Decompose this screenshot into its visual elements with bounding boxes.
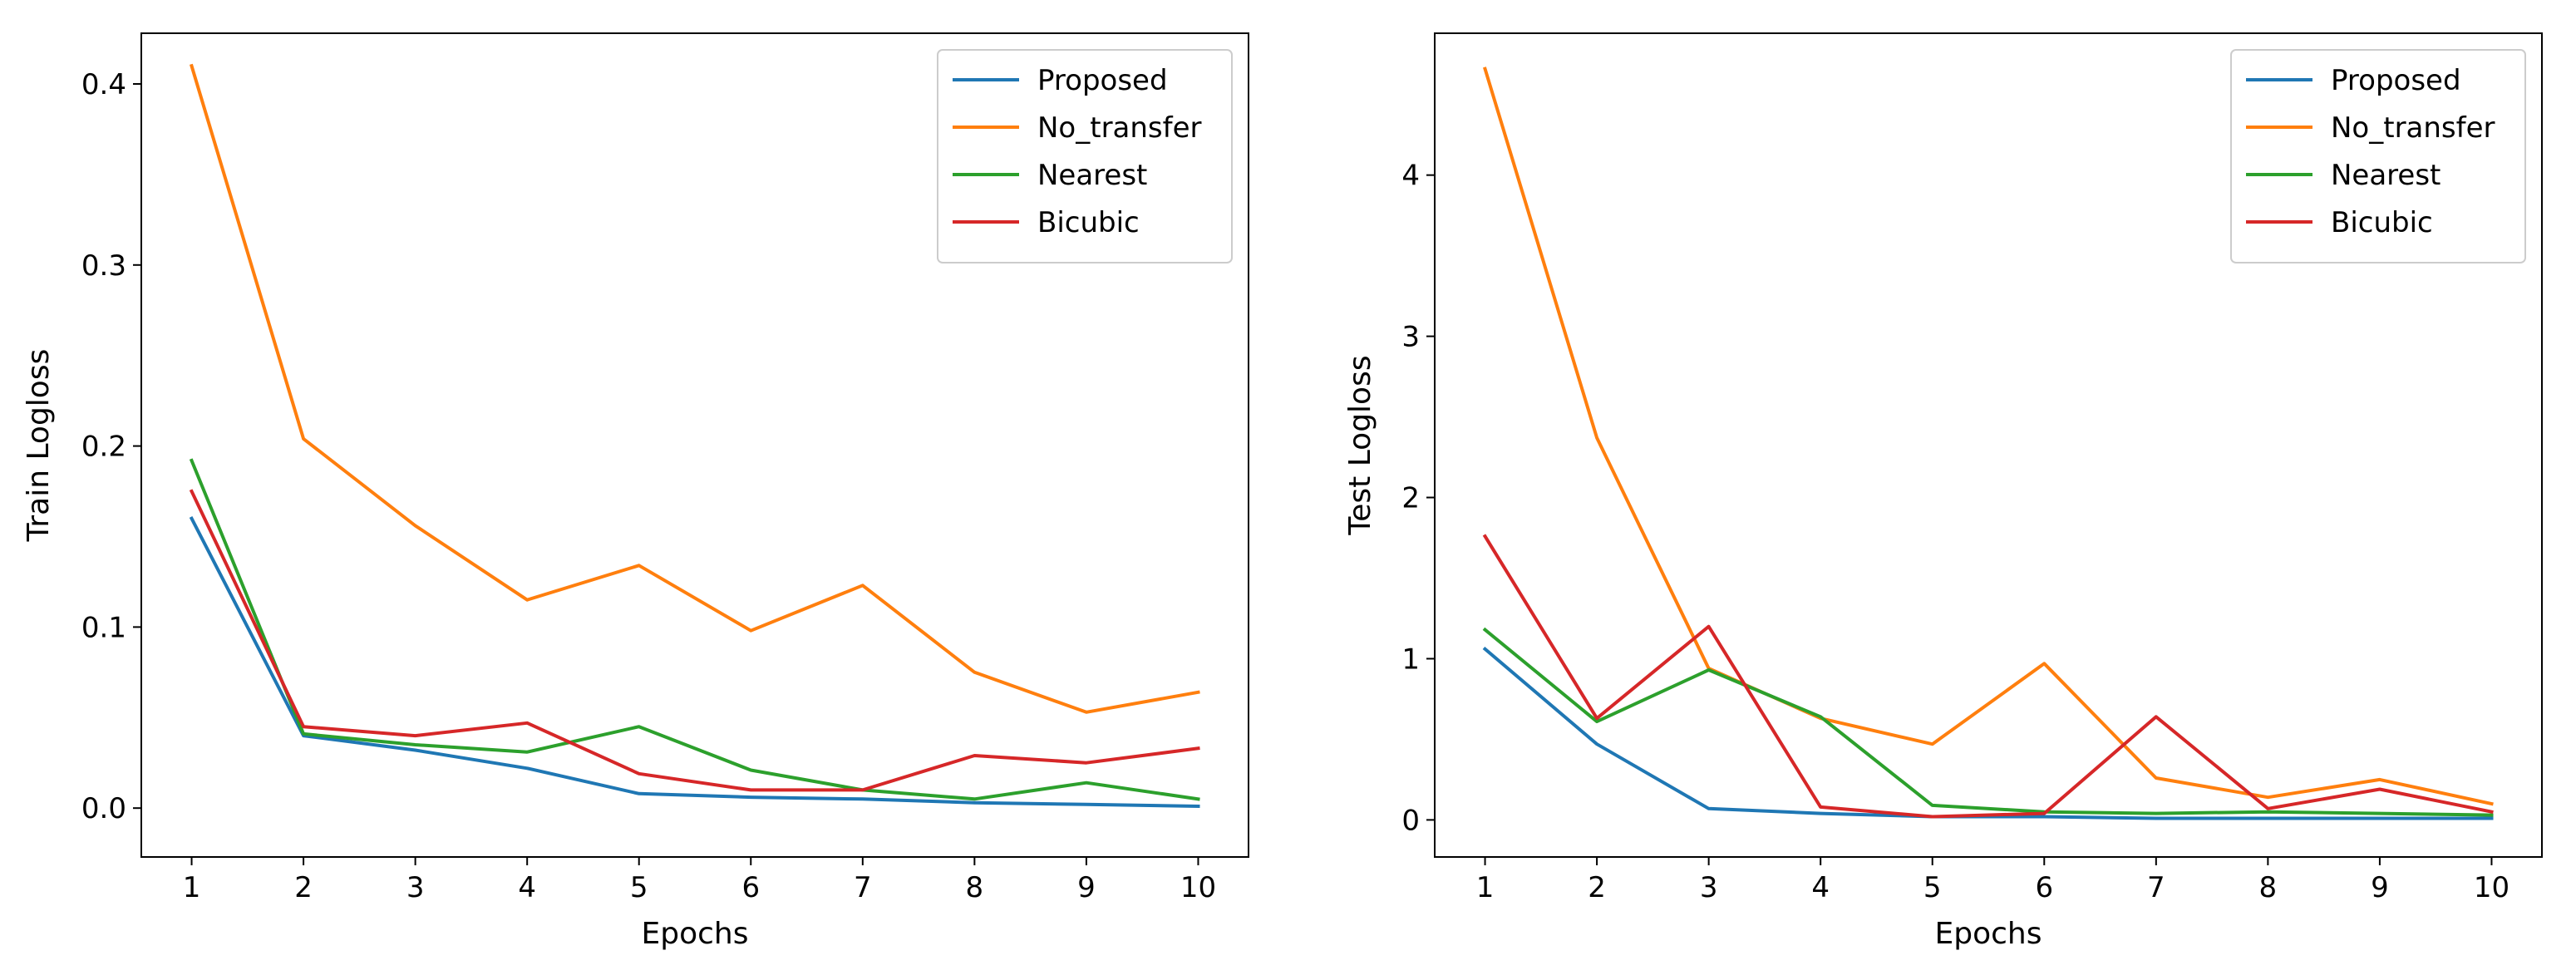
chart1-x-tick-label: 3 (406, 871, 425, 904)
chart2-series-nearest-line (1482, 627, 2494, 817)
chart1-x-tick-label: 1 (183, 871, 201, 904)
chart1-y-tick-label: 0.2 (81, 431, 126, 464)
chart2-y-axis-label: Test Logloss (1343, 355, 1377, 535)
chart1-y-tick-label: 0.4 (81, 68, 126, 101)
chart1-legend-label-proposed: Proposed (1037, 64, 1168, 97)
chart2-x-tick-label: 4 (1811, 871, 1830, 904)
chart1-y-tick-label: 0.1 (81, 611, 126, 644)
chart2-y-tick-label: 4 (1401, 160, 1420, 193)
chart1-series-nearest-line (189, 458, 1200, 801)
chart2-legend-label-bicubic: Bicubic (2331, 206, 2433, 239)
chart2-x-tick-label: 3 (1700, 871, 1718, 904)
chart2-series-no-transfer-line (1483, 66, 2494, 806)
chart1-y-tick-label: 0.0 (81, 792, 126, 825)
chart1-y-axis-label: Train Logloss (22, 349, 56, 543)
chart2-legend: Proposed No_transfer Nearest Bicubic (2230, 49, 2526, 263)
chart2-legend-label-no-transfer: No_transfer (2331, 111, 2495, 145)
chart2-y-tick-label: 3 (1401, 321, 1420, 354)
chart2-y-tick-label: 2 (1401, 482, 1420, 515)
chart2-panel: 1 2 3 4 5 6 7 8 9 10 0 1 2 3 4 Epochs Test Logloss Propos… (1343, 32, 2543, 951)
chart1-legend: Proposed No_transfer Nearest Bicubic (937, 49, 1233, 263)
chart1-legend-box (937, 49, 1233, 263)
chart1-legend-label-nearest: Nearest (1037, 159, 1147, 192)
chart1-x-tick-label: 6 (741, 871, 760, 904)
chart1-series-bicubic-line (189, 489, 1200, 792)
chart2-y-tick-label: 1 (1401, 643, 1420, 676)
chart1-x-tick-label: 9 (1077, 871, 1096, 904)
chart2-x-tick-label: 2 (1588, 871, 1606, 904)
chart2-x-tick-label: 10 (2474, 871, 2510, 904)
chart1-x-tick-label: 4 (518, 871, 536, 904)
chart2-x-axis-label: Epochs (1935, 917, 2042, 951)
chart1-x-tick-label: 7 (854, 871, 872, 904)
chart2-y-tick-label: 0 (1401, 804, 1420, 837)
chart1-x-tick-label: 5 (630, 871, 648, 904)
chart2-x-tick-label: 5 (1923, 871, 1942, 904)
chart2-x-tick-label: 7 (2147, 871, 2165, 904)
chart2-x-tick-label: 9 (2371, 871, 2389, 904)
chart1-series-proposed-line (189, 516, 1200, 809)
chart2-legend-box (2230, 49, 2526, 263)
chart2-legend-label-nearest: Nearest (2331, 159, 2441, 192)
chart1-series-no-transfer-line (190, 63, 1200, 714)
chart2-x-tick-label: 1 (1476, 871, 1495, 904)
chart1-legend-label-no-transfer: No_transfer (1037, 111, 1202, 145)
chart1-panel: 1 2 3 4 5 6 7 8 9 10 0.0 0.1 0.2 0.3 0.4 Epochs Train Lo… (22, 32, 1249, 951)
chart2-x-tick-label: 6 (2035, 871, 2053, 904)
chart2-x-tick-label: 8 (2259, 871, 2278, 904)
chart2-legend-label-proposed: Proposed (2331, 64, 2461, 97)
chart1-x-tick-label: 8 (966, 871, 984, 904)
chart1-x-axis-label: Epochs (642, 917, 749, 951)
chart1-y-tick-label: 0.3 (81, 249, 126, 283)
chart1-legend-label-bicubic: Bicubic (1037, 206, 1140, 239)
chart1-x-tick-label: 10 (1180, 871, 1216, 904)
chart2-series-bicubic-line (1482, 534, 2494, 819)
chart1-x-tick-label: 2 (294, 871, 313, 904)
